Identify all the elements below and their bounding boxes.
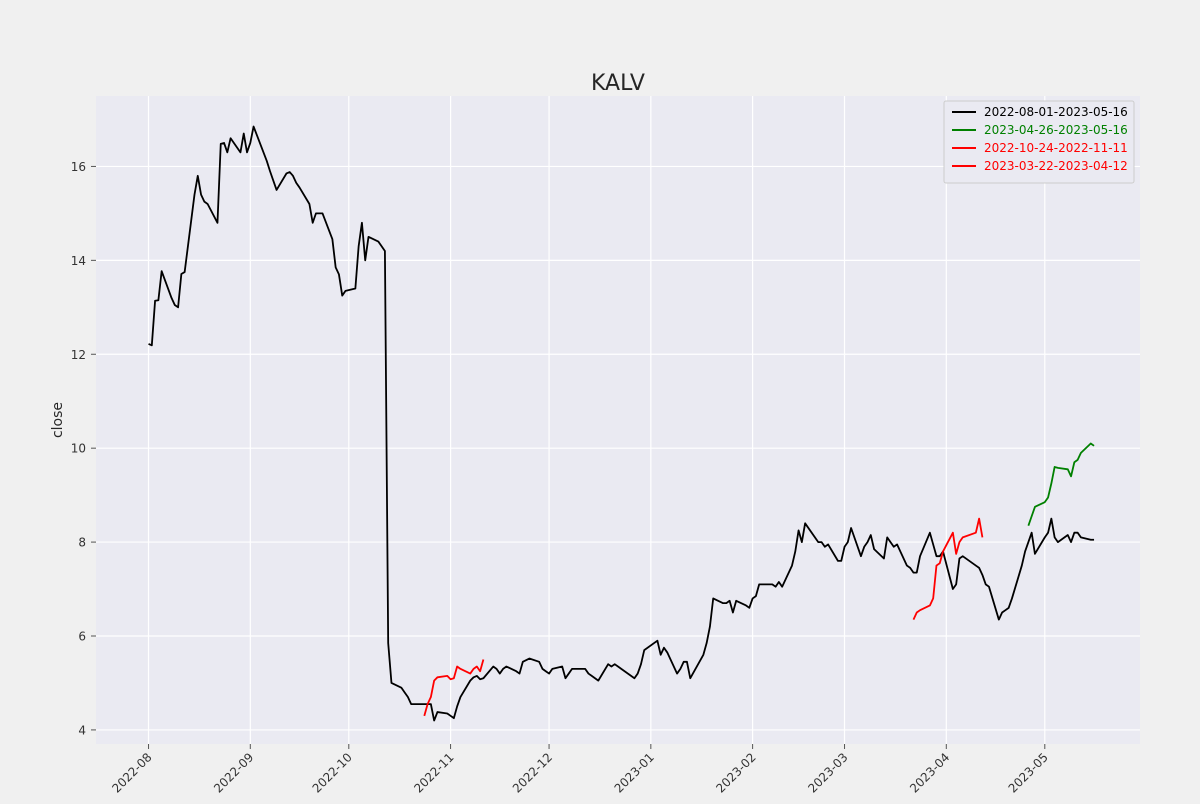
plot-area <box>96 96 1140 744</box>
series-line-1 <box>148 125 1095 722</box>
legend-label: 2022-08-01-2023-05-16 <box>984 105 1128 119</box>
y-tick-label: 14 <box>71 254 86 268</box>
y-axis-label: close <box>50 402 66 438</box>
chart-title: KALV <box>591 71 645 96</box>
y-tick-label: 4 <box>78 723 86 737</box>
series-line-3 <box>423 659 485 717</box>
y-tick-label: 12 <box>71 348 86 362</box>
y-tick-label: 6 <box>78 630 86 644</box>
y-tick-label: 16 <box>71 160 86 174</box>
series-line-4 <box>912 517 984 620</box>
legend-label: 2023-03-22-2023-04-12 <box>984 159 1128 173</box>
series-line-2 <box>1027 442 1095 526</box>
legend-label: 2023-04-26-2023-05-16 <box>984 123 1128 137</box>
legend-label: 2022-10-24-2022-11-11 <box>984 141 1128 155</box>
y-tick-label: 8 <box>78 536 86 550</box>
legend-box <box>943 100 1135 184</box>
grid <box>96 96 1140 744</box>
series-lines <box>148 125 1095 722</box>
legend: 2022-08-01-2023-05-16 2023-04-26-2023-05-… <box>943 100 1135 184</box>
y-tick-label: 10 <box>71 442 86 456</box>
